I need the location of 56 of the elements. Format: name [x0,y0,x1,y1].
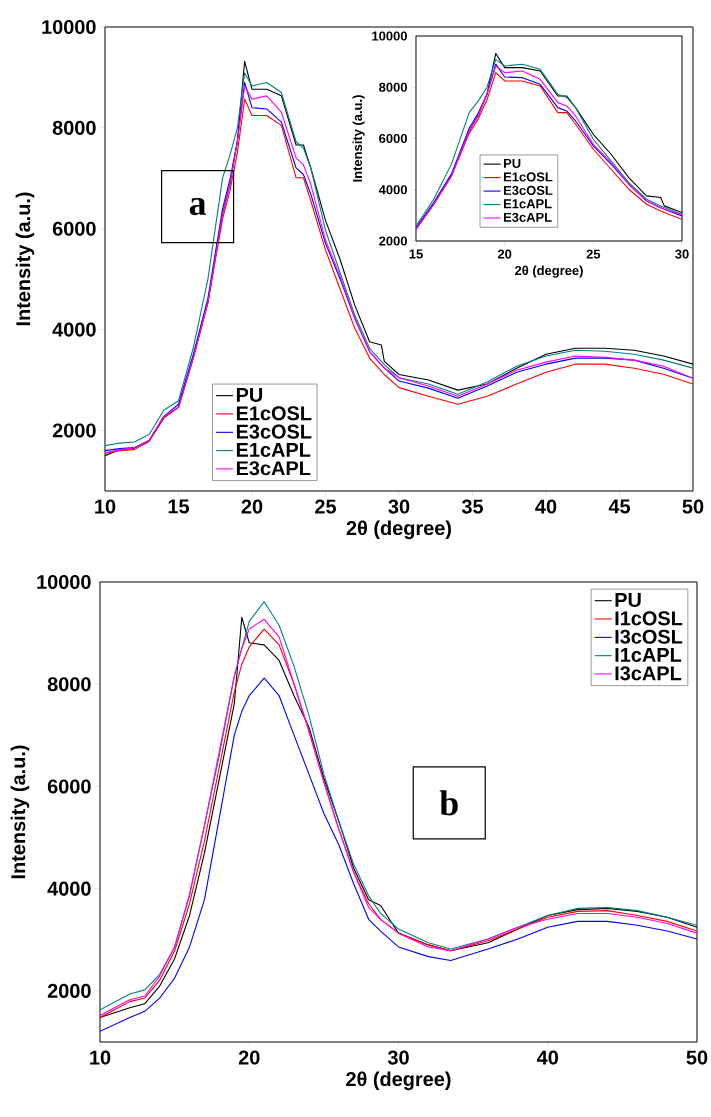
y-tick-label: 6000 [52,221,96,236]
x-tick-label: 25 [586,249,600,259]
legend-label: I1cOSL [615,611,683,626]
x-tick-label: 30 [674,249,689,259]
legend-label: E3cOSL [236,424,312,439]
y-tick-label: 2000 [47,983,91,998]
x-tick-label: 50 [682,499,704,514]
y-tick-label: 4000 [378,185,407,195]
legend-label: E1cOSL [503,172,553,182]
y-axis-title: Intensity (a.u.) [10,745,30,879]
legend-label: I3cAPL [615,666,681,681]
x-tick-label: 20 [241,499,263,514]
x-tick-label: 30 [387,1050,409,1065]
y-tick-label: 8000 [47,677,91,692]
annotation: b [439,790,458,816]
x-tick-label: 35 [461,499,483,514]
y-tick-label: 6000 [47,779,91,794]
x-axis-title: 2θ (degree) [514,265,583,278]
x-tick-label: 20 [238,1050,260,1065]
legend-label: I1cAPL [615,648,681,662]
y-axis-title: Intensity (a.u.) [15,192,35,326]
y-tick-label: 10000 [42,19,96,35]
legend-label: E3cAPL [503,212,552,222]
x-tick-label: 45 [608,499,630,514]
x-tick-label: 40 [536,1050,558,1065]
x-tick-label: 15 [168,499,189,514]
x-tick-label: 10 [94,499,116,514]
x-axis-title: 2θ (degree) [346,520,451,540]
legend-label: PU [615,593,641,607]
x-tick-label: 20 [497,249,512,259]
legend-label: E1cOSL [236,406,312,421]
legend-label: E3cOSL [503,185,553,196]
x-tick-label: 30 [388,499,410,514]
y-tick-label: 8000 [378,82,407,92]
y-tick-label: 6000 [378,133,407,144]
legend-label: E1cAPL [503,199,552,209]
legend-label: PU [503,158,521,168]
legend-label: PU [236,388,262,402]
x-tick-label: 50 [686,1050,708,1065]
y-tick-label: 10000 [37,574,91,590]
x-tick-label: 15 [409,249,423,259]
x-tick-label: 40 [535,499,557,514]
y-axis-title: Intensity (a.u.) [352,95,365,182]
y-tick-label: 8000 [52,120,96,135]
y-tick-label: 4000 [52,322,96,337]
y-tick-label: 10000 [372,31,407,41]
legend-label: E1cAPL [236,443,311,457]
y-tick-label: 4000 [47,881,91,896]
x-tick-label: 25 [314,499,336,514]
x-tick-label: 10 [89,1050,111,1065]
annotation: a [189,197,206,216]
legend-label: I3cOSL [615,629,683,644]
y-tick-label: 2000 [378,236,407,246]
x-axis-title: 2θ (degree) [346,1071,451,1091]
legend-label: E3cAPL [236,461,311,476]
y-tick-label: 2000 [52,423,96,438]
